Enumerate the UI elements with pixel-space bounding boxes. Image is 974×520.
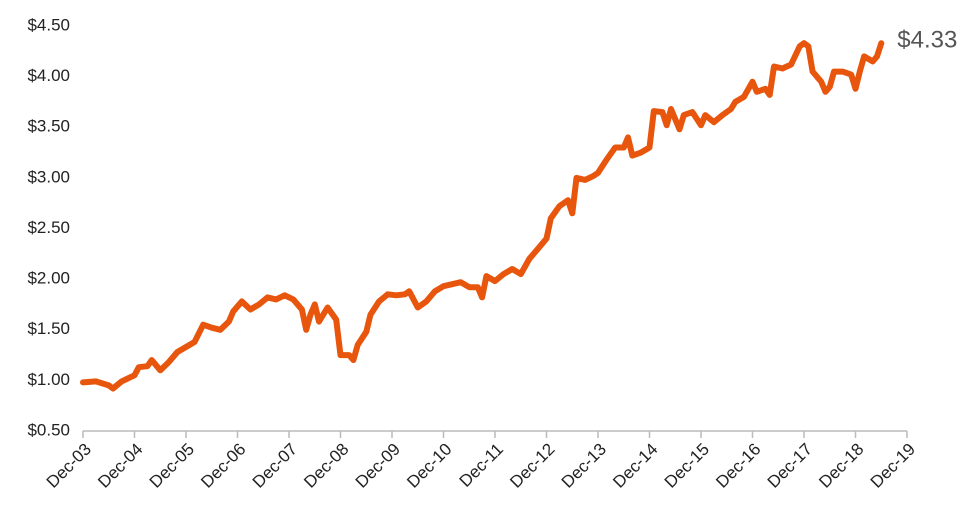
- series-line: [80, 40, 885, 392]
- x-tick-label: Dec-10: [403, 440, 455, 492]
- x-tick-label: Dec-14: [609, 440, 661, 492]
- x-tick-label: Dec-19: [867, 440, 919, 492]
- y-tick-label: $4.50: [27, 15, 70, 34]
- y-tick-label: $2.50: [27, 218, 70, 237]
- x-tick-label: Dec-05: [146, 440, 198, 492]
- y-tick-label: $4.00: [27, 66, 70, 85]
- end-annotation: $4.33: [897, 27, 957, 54]
- x-tick-label: Dec-12: [506, 440, 558, 492]
- y-tick-label: $1.00: [27, 370, 70, 389]
- x-tick-label: Dec-03: [43, 440, 95, 492]
- x-tick-label: Dec-09: [352, 440, 404, 492]
- x-tick-label: Dec-18: [815, 440, 867, 492]
- y-tick-label: $1.50: [27, 319, 70, 338]
- y-tick-label: $0.50: [27, 420, 70, 439]
- y-tick-label: $3.00: [27, 167, 70, 186]
- x-tick-label: Dec-04: [94, 440, 146, 492]
- x-tick-label: Dec-11: [456, 440, 507, 491]
- x-tick-label: Dec-17: [764, 440, 816, 492]
- x-tick-label: Dec-08: [300, 440, 352, 492]
- x-tick-label: Dec-07: [249, 440, 301, 492]
- x-tick-label: Dec-16: [712, 440, 764, 492]
- x-tick-label: Dec-06: [197, 440, 249, 492]
- y-tick-label: $3.50: [27, 117, 70, 136]
- y-tick-label: $2.00: [27, 269, 70, 288]
- x-tick-label: Dec-13: [558, 440, 610, 492]
- x-tick-label: Dec-15: [661, 440, 713, 492]
